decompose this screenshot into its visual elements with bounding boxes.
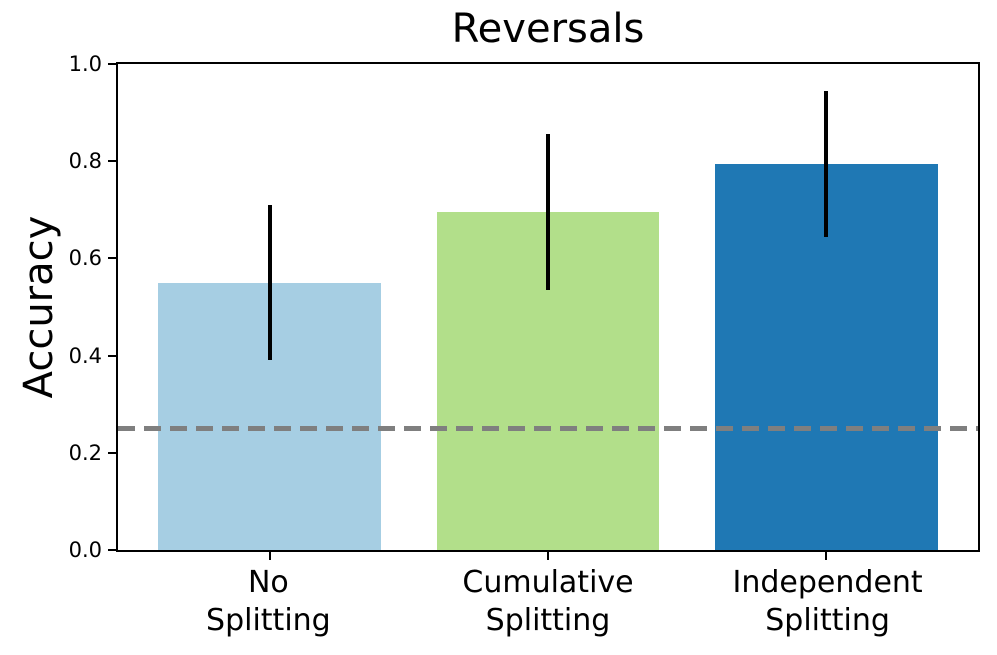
x-tick-mark xyxy=(825,552,828,560)
x-tick-mark xyxy=(268,552,271,560)
x-tick-label-2: Independent Splitting xyxy=(732,565,923,638)
y-tick-label: 0.0 xyxy=(68,538,102,562)
x-tick-mark xyxy=(547,552,549,560)
y-tick-mark xyxy=(108,354,116,357)
y-tick-mark xyxy=(108,257,116,260)
x-tick-label-0: No Splitting xyxy=(206,565,331,638)
y-tick-label: 0.6 xyxy=(68,246,102,271)
error-bar-2 xyxy=(824,90,829,237)
error-bar-0 xyxy=(267,204,272,361)
y-tick-mark xyxy=(108,160,116,163)
plot-area: 0.0 0.2 0.4 0.6 0.8 1.0 xyxy=(69,52,980,562)
y-tick-mark xyxy=(108,63,116,65)
x-tick-label-1: Cumulative Splitting xyxy=(462,565,634,638)
chart-title: Reversals xyxy=(451,6,645,52)
error-bar-1 xyxy=(546,134,550,290)
y-tick-label: 0.2 xyxy=(68,440,102,465)
y-tick-mark xyxy=(108,451,116,454)
y-tick-label: 1.0 xyxy=(68,52,102,76)
y-tick-label: 0.8 xyxy=(68,149,102,174)
y-axis-label: Accuracy xyxy=(16,215,62,399)
y-tick-label: 0.4 xyxy=(68,343,102,368)
chance-reference-line xyxy=(118,426,978,431)
y-tick-mark xyxy=(108,549,116,551)
